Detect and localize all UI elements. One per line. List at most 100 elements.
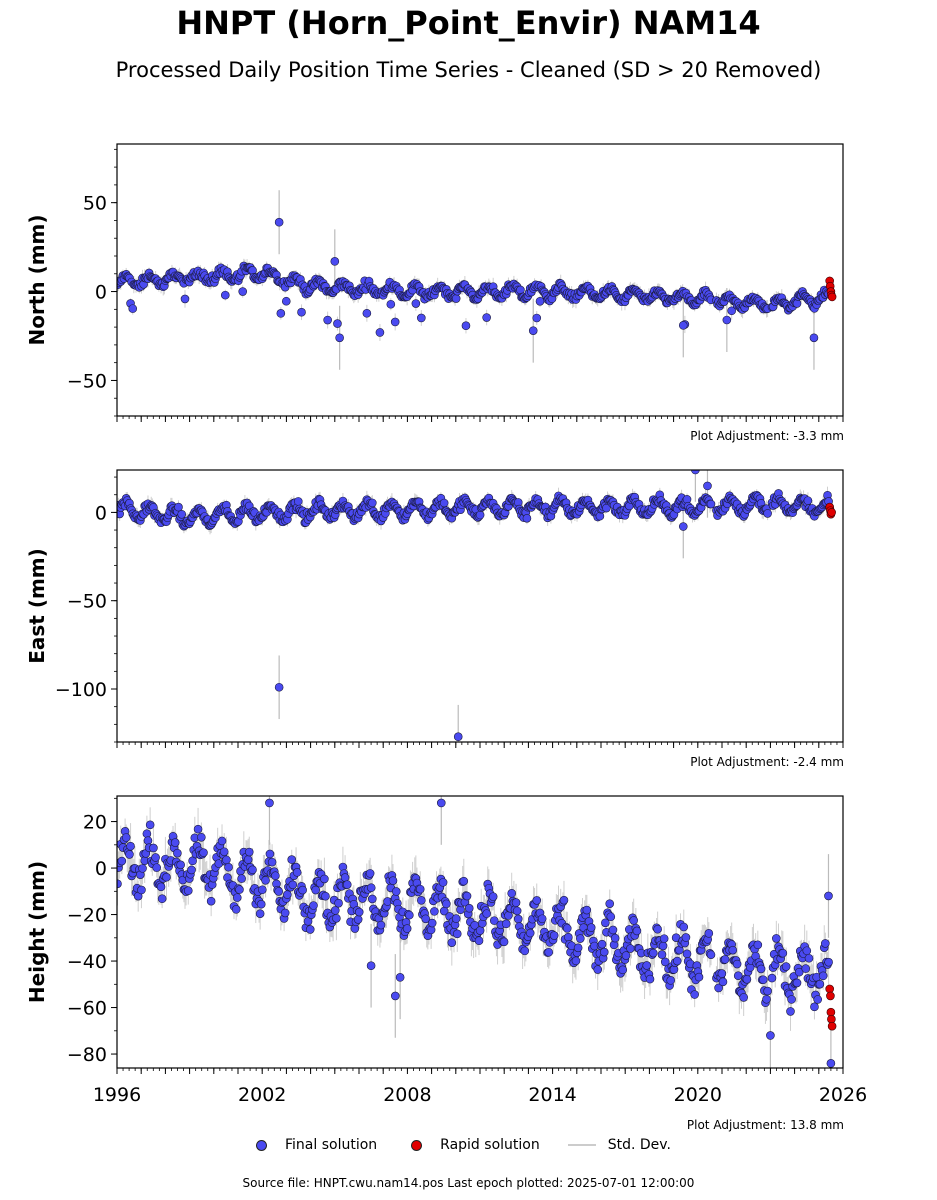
data-point	[537, 914, 547, 924]
data-point	[781, 962, 791, 971]
legend-std: Std. Dev.	[567, 1137, 671, 1153]
data-point	[451, 294, 461, 303]
data-point	[727, 306, 736, 316]
data-point	[475, 926, 485, 935]
data-point	[513, 914, 523, 924]
data-point	[217, 836, 227, 846]
data-point	[255, 909, 265, 918]
data-point	[330, 906, 340, 915]
data-point	[368, 894, 377, 904]
data-point	[732, 959, 742, 969]
data-point	[801, 964, 811, 973]
data-point	[334, 898, 343, 908]
data-point	[626, 944, 635, 953]
outlier-point	[678, 321, 688, 330]
outlier-point	[691, 470, 700, 475]
data-point	[391, 887, 401, 896]
data-point	[593, 965, 603, 974]
legend-rapid-label: Rapid solution	[440, 1137, 540, 1153]
data-point	[183, 886, 193, 895]
data-point	[601, 918, 610, 928]
data-point	[309, 901, 318, 910]
outlier-point	[826, 1059, 836, 1068]
data-point	[145, 820, 155, 830]
data-point	[475, 510, 485, 520]
data-point	[605, 899, 615, 908]
x-tick-label: 2020	[674, 1084, 722, 1106]
data-point	[193, 824, 203, 834]
data-point	[682, 949, 692, 959]
data-point	[244, 847, 254, 857]
data-point	[232, 893, 242, 902]
y-tick-label: −60	[67, 998, 107, 1020]
data-point	[452, 929, 462, 939]
data-point	[297, 307, 306, 317]
data-point	[199, 848, 208, 857]
data-point	[388, 876, 398, 885]
data-point	[366, 883, 376, 893]
data-point	[679, 922, 689, 932]
data-point	[501, 919, 511, 929]
data-point	[332, 913, 341, 923]
rapid-marker-icon	[411, 1139, 423, 1151]
std-line-icon	[567, 1144, 596, 1146]
data-point	[608, 925, 618, 935]
data-point	[576, 934, 585, 943]
data-point	[507, 889, 517, 898]
data-point	[376, 920, 386, 930]
data-point	[321, 891, 330, 901]
data-point	[778, 948, 788, 958]
data-point	[535, 296, 545, 306]
rapid-point	[827, 1021, 837, 1031]
data-point	[599, 947, 609, 957]
data-point	[792, 978, 802, 988]
data-point	[283, 890, 292, 899]
outlier-point	[824, 891, 833, 901]
data-point	[206, 896, 216, 906]
data-point	[293, 497, 303, 506]
north-ylabel: North (mm)	[25, 214, 49, 345]
data-point	[390, 317, 400, 327]
y-tick-label: −50	[67, 370, 107, 392]
data-point	[267, 857, 277, 867]
data-point	[274, 887, 283, 896]
data-point	[188, 856, 197, 866]
data-point	[438, 878, 448, 887]
data-point	[231, 905, 241, 914]
data-point	[405, 910, 414, 920]
data-point	[287, 855, 297, 864]
data-point	[177, 509, 187, 519]
outlier-point	[436, 798, 446, 808]
data-point	[756, 964, 766, 974]
data-point	[173, 848, 182, 858]
data-point	[767, 973, 777, 983]
data-point	[292, 868, 302, 877]
data-point	[224, 862, 233, 872]
outlier-point	[265, 798, 274, 808]
x-tick-label: 2026	[819, 1084, 867, 1106]
height-plot-adjustment: Plot Adjustment: 13.8 mm	[686, 1118, 844, 1132]
data-point	[571, 956, 581, 966]
data-point	[753, 940, 763, 950]
y-tick-label: 0	[95, 282, 107, 304]
data-point	[417, 896, 426, 905]
outlier-point	[274, 217, 284, 227]
data-point	[288, 880, 298, 890]
data-point	[525, 928, 535, 938]
data-point	[474, 936, 484, 946]
data-point	[804, 953, 814, 963]
data-point	[659, 934, 669, 943]
data-point	[739, 993, 748, 1002]
data-point	[362, 308, 372, 318]
legend: Final solution Rapid solution Std. Dev.	[250, 1137, 699, 1153]
data-point	[717, 969, 727, 978]
data-point	[117, 856, 127, 866]
height-points	[117, 798, 837, 1068]
data-point	[520, 946, 530, 956]
final-marker-icon	[256, 1139, 267, 1151]
data-point	[235, 885, 244, 894]
data-point	[672, 956, 682, 966]
legend-std-label: Std. Dev.	[607, 1137, 671, 1153]
data-point	[803, 496, 813, 505]
data-point	[522, 514, 532, 523]
